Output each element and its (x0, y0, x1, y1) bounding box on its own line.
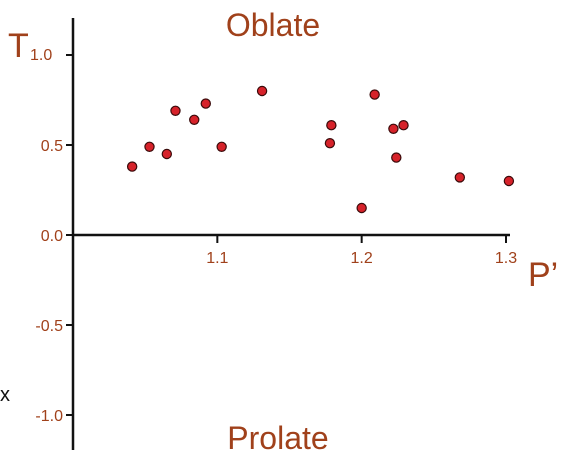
x-ticks: 1.1 1.2 1.3 (206, 235, 517, 267)
data-point (144, 141, 155, 152)
data-point (256, 85, 268, 97)
y-tick-label: 0.5 (41, 138, 63, 155)
data-point (170, 105, 181, 117)
data-point (324, 137, 336, 149)
data-point (503, 175, 515, 187)
axes (71, 18, 510, 450)
y-axis-title: T (8, 27, 29, 65)
data-point (216, 141, 227, 152)
data-point (391, 152, 402, 163)
data-point (454, 172, 466, 183)
stray-text-x: x (0, 384, 10, 406)
data-point (200, 98, 211, 109)
data-point (326, 119, 337, 131)
data-point (356, 202, 367, 214)
y-tick-label: 0.0 (41, 228, 63, 245)
y-tick-label: -1.0 (35, 408, 63, 425)
y-tick-label: -0.5 (35, 318, 63, 335)
oblate-label: Oblate (226, 7, 320, 43)
y-axis-top-tick-label: 1.0 (30, 47, 52, 64)
data-point (189, 114, 200, 126)
x-axis-title: P’ (528, 256, 558, 294)
x-tick-label: 1.2 (351, 250, 373, 267)
prolate-label: Prolate (227, 420, 328, 454)
x-tick-label: 1.1 (206, 250, 228, 267)
y-ticks: 0.5 0.0 -0.5 -1.0 (35, 54, 73, 425)
data-point (398, 119, 409, 131)
data-point (161, 148, 173, 160)
x-tick-label: 1.3 (495, 250, 517, 267)
data-point (369, 89, 380, 100)
data-point (126, 161, 138, 172)
data-points (126, 85, 515, 214)
data-point (388, 123, 399, 135)
